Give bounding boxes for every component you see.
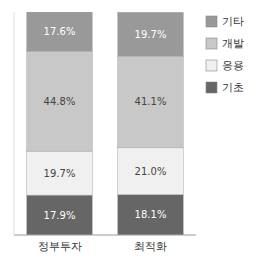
bar-segment (27, 195, 93, 235)
legend: 기타개발응용기초 (206, 15, 244, 94)
bar-segment (118, 56, 184, 148)
bar-segment (118, 12, 184, 56)
data-label: 18.1% (135, 209, 167, 220)
legend-swatch (206, 82, 217, 93)
legend-swatch (206, 16, 217, 27)
y-axis (14, 12, 15, 235)
data-label: 44.8% (44, 96, 76, 107)
bar-segment (27, 12, 93, 51)
data-label: 21.0% (135, 166, 167, 177)
legend-label: 개발 (222, 37, 244, 50)
legend-swatch (206, 60, 217, 71)
x-tick-label: 정부투자 (38, 240, 82, 253)
bar-segment (27, 151, 93, 195)
legend-label: 기초 (222, 81, 244, 94)
x-axis (14, 235, 196, 236)
chart: 17.9% 19.7% 44.8% 17.6% 18.1% 21.0% 41.1% 19.7%… (0, 0, 268, 265)
legend-label: 기타 (222, 15, 244, 28)
data-labels: 17.9% 19.7% 44.8% 17.6% 18.1% 21.0% 41.1% 19.7% (44, 26, 167, 220)
data-label: 19.7% (44, 168, 76, 179)
bars (27, 12, 184, 235)
bar-segment (27, 51, 93, 151)
data-label: 17.9% (44, 210, 76, 221)
legend-swatch (206, 38, 217, 49)
legend-label: 응용 (222, 59, 244, 72)
x-tick-label: 최적화 (134, 240, 167, 253)
data-label: 41.1% (135, 96, 167, 107)
data-label: 19.7% (135, 29, 167, 40)
bar-segment (118, 148, 184, 195)
bar-segment (118, 195, 184, 235)
data-label: 17.6% (44, 26, 76, 37)
